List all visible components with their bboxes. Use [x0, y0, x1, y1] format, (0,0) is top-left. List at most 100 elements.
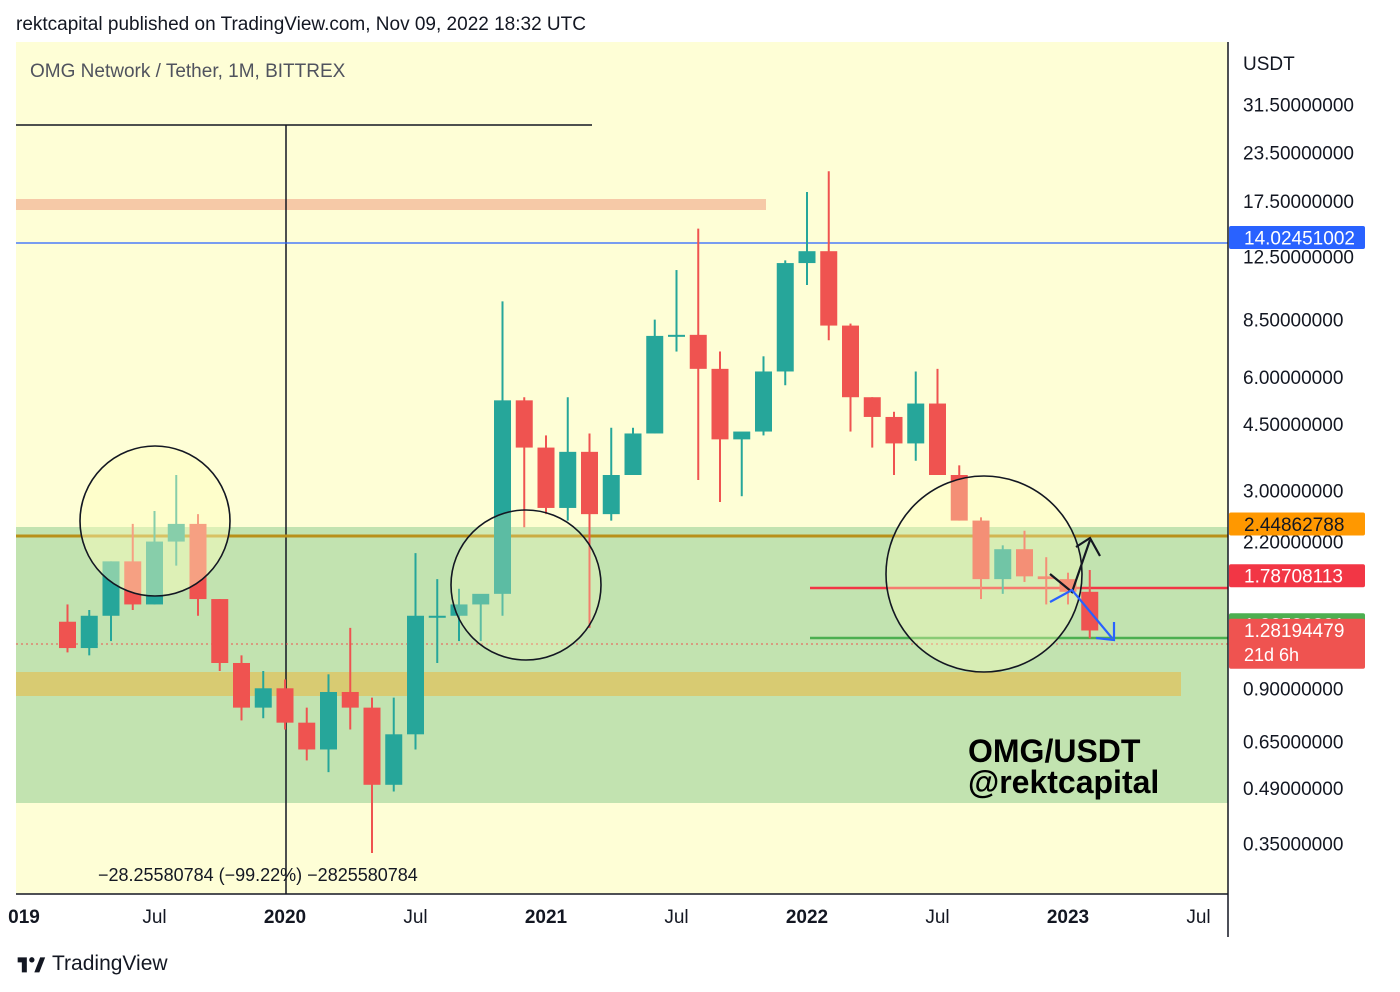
candle-body: [733, 431, 751, 440]
candle-body: [885, 416, 903, 444]
time-tick-label: 019: [8, 907, 40, 928]
candle-body: [755, 371, 772, 432]
price-tick-label: 12.50000000: [1243, 247, 1354, 268]
candle-body: [1037, 576, 1055, 580]
price-label-text: 14.02451002: [1244, 228, 1355, 249]
time-scale-background: [16, 895, 1228, 937]
price-scale[interactable]: 31.50000000 23.50000000 17.50000000 12.5000…: [1243, 96, 1354, 856]
price-tick-label: 23.50000000: [1243, 144, 1354, 165]
candle-body: [994, 549, 1012, 580]
circle-2019: [79, 445, 231, 597]
time-scale[interactable]: 019 Jul 2020 Jul 2021 Jul 2022 Jul 2023 Jul: [8, 907, 1211, 928]
tradingview-logo-icon: [17, 957, 46, 973]
candle-body: [385, 734, 403, 785]
circle-2021: [450, 509, 602, 661]
footer-branding: TradingView: [16, 952, 168, 976]
candle-body: [450, 604, 468, 616]
price-label-badge: [1229, 225, 1365, 249]
price-tick-label: 0.90000000: [1243, 679, 1343, 700]
candle-body: [233, 662, 250, 708]
candle-body: [428, 615, 446, 618]
candle-body: [646, 335, 664, 434]
arrow-down-path: [1049, 588, 1113, 639]
candle-body: [167, 523, 185, 542]
candle-body: [602, 475, 620, 515]
time-tick-label: Jul: [664, 907, 688, 928]
candle-body: [581, 451, 598, 515]
candle-body: [950, 475, 968, 521]
arrow-down-head: [1095, 622, 1116, 642]
price-tick-label: 3.00000000: [1243, 482, 1343, 503]
symbol-line: OMG Network / Tether, 1M, BITTREX: [30, 61, 346, 82]
price-tick-label: 31.50000000: [1243, 96, 1354, 117]
price-tick-label: 6.00000000: [1243, 368, 1343, 389]
support-band: [16, 672, 1181, 696]
candle-body: [298, 722, 316, 750]
time-tick-label: 2021: [525, 907, 568, 928]
price-tick-label: 0.65000000: [1243, 733, 1343, 754]
price-scale-background: [1229, 42, 1400, 894]
price-tick-label: 8.50000000: [1243, 311, 1343, 332]
countdown-text: 21d 6h: [1244, 645, 1299, 665]
arrow-up-path: [1049, 539, 1092, 594]
arrow-up-head: [1075, 536, 1101, 557]
candle-body: [407, 615, 424, 735]
watermark-author: @rektcapital: [968, 764, 1159, 800]
candle-body: [668, 334, 685, 337]
candle-body: [515, 400, 533, 448]
candle-body: [972, 520, 990, 580]
candle-body: [80, 615, 98, 649]
price-label-badge: [1229, 618, 1365, 669]
candle-body: [1016, 549, 1033, 577]
time-tick-label: 2023: [1047, 907, 1089, 928]
price-tick-label: 0.35000000: [1243, 834, 1343, 855]
candle-body: [624, 433, 642, 476]
candle-body: [320, 691, 337, 750]
candle-body: [863, 397, 881, 417]
candlestick-chart[interactable]: OMG Network / Tether, 1M, BITTREX OMG/US…: [0, 0, 1400, 940]
currency-label: USDT: [1243, 54, 1295, 75]
price-label-text: 1.28194479: [1244, 621, 1344, 642]
price-labels: 14.024510022.448627881.787081131.3258280…: [1229, 225, 1365, 669]
time-tick-label: 2022: [786, 907, 828, 928]
time-tick-label: Jul: [925, 907, 949, 928]
candle-body: [798, 251, 816, 264]
candle-body: [472, 593, 490, 605]
candle-body: [537, 447, 555, 508]
candle-body: [929, 403, 946, 476]
time-tick-label: Jul: [142, 907, 166, 928]
price-label-text: 2.44862788: [1244, 515, 1344, 536]
candle-body: [559, 451, 577, 508]
price-label-text: 1.78708113: [1244, 567, 1343, 588]
candle-body: [907, 403, 925, 444]
candle-body: [254, 688, 272, 708]
candle-body: [211, 599, 229, 663]
candle-body: [820, 251, 838, 326]
candles: [59, 171, 1099, 854]
resistance-band: [16, 199, 766, 210]
candle-body: [494, 400, 511, 594]
candle-body: [276, 688, 294, 723]
price-label-badge: [1229, 512, 1365, 536]
publish-info: rektcapital published on TradingView.com…: [16, 14, 586, 35]
price-tick-label: 2.20000000: [1243, 533, 1343, 554]
candle-body: [689, 334, 707, 369]
candle-body: [363, 707, 381, 785]
candle-body: [59, 621, 76, 649]
candle-body: [341, 691, 359, 708]
price-tick-label: 4.50000000: [1243, 415, 1343, 436]
tradingview-brand: TradingView: [52, 952, 168, 975]
time-tick-label: Jul: [1186, 907, 1210, 928]
price-tick-label: 0.49000000: [1243, 779, 1343, 800]
price-tick-label: 17.50000000: [1243, 192, 1354, 213]
time-tick-label: Jul: [403, 907, 427, 928]
circle-2022: [885, 475, 1083, 673]
time-tick-label: 2020: [264, 907, 306, 928]
candle-body: [146, 541, 163, 605]
candle-body: [842, 325, 859, 398]
candle-body: [102, 561, 120, 616]
price-label-badge: [1229, 564, 1365, 588]
measure-label: −28.25580784 (−99.22%) −2825580784: [98, 865, 418, 885]
candle-body: [776, 263, 794, 372]
watermark-pair: OMG/USDT: [968, 733, 1141, 769]
